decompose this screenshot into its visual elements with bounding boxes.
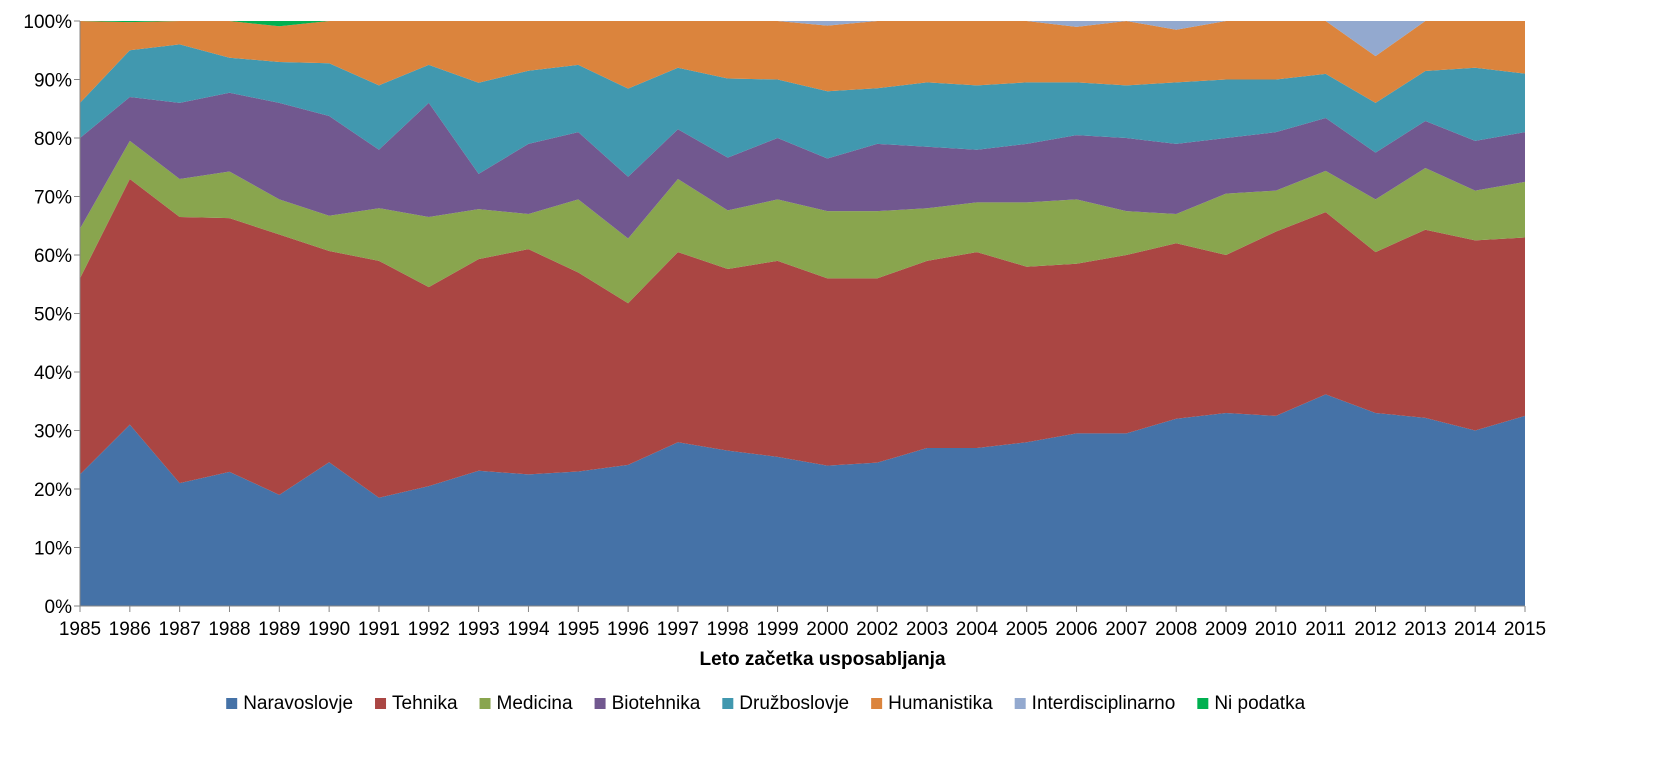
x-tick-label: 2008 xyxy=(1155,619,1197,640)
x-tick-labels: 1985 1986 1987 1988 1989 1990 1991 1992 1993 1994… xyxy=(59,606,1546,640)
x-tick-label: 2007 xyxy=(1105,619,1147,640)
legend-label: Ni podatka xyxy=(1214,693,1305,714)
x-tick-label: 2002 xyxy=(856,619,898,640)
x-tick-label: 1995 xyxy=(557,619,599,640)
legend-swatch xyxy=(722,698,734,709)
x-tick-label: 2014 xyxy=(1454,619,1497,640)
legend: Naravoslovje Tehnika Medicina Biotehnika Dru… xyxy=(226,693,1306,714)
area-tehnika xyxy=(80,178,1525,498)
area-druzboslovje xyxy=(80,44,1525,177)
legend-item: Humanistika xyxy=(871,693,993,714)
x-tick-label: 2009 xyxy=(1205,619,1247,640)
y-tick-labels: 0% 10% 20% 30% 40% 50% 60% 70% 80% 90% 100% xyxy=(23,12,80,618)
x-tick-label: 2006 xyxy=(1055,619,1097,640)
x-tick-label: 1990 xyxy=(308,619,350,640)
legend-label: Biotehnika xyxy=(612,693,701,714)
legend-label: Tehnika xyxy=(392,693,458,714)
y-tick-label: 70% xyxy=(34,188,72,209)
x-tick-label: 2015 xyxy=(1504,619,1546,640)
x-tick-label: 1996 xyxy=(607,619,649,640)
y-tick-label: 20% xyxy=(34,480,72,501)
area-biotehnika xyxy=(80,92,1525,239)
x-tick-label: 1985 xyxy=(59,619,101,640)
x-tick-label: 1989 xyxy=(258,619,300,640)
legend-swatch xyxy=(1014,698,1026,709)
legend-item: Naravoslovje xyxy=(226,693,353,714)
x-tick-label: 2004 xyxy=(956,619,999,640)
x-tick-label: 2005 xyxy=(1006,619,1048,640)
x-tick-label: 1998 xyxy=(707,619,749,640)
y-tick-label: 0% xyxy=(45,597,73,618)
y-tick-label: 100% xyxy=(23,12,72,33)
legend-label: Naravoslovje xyxy=(243,693,353,714)
x-tick-label: 1986 xyxy=(109,619,151,640)
y-tick-label: 10% xyxy=(34,539,72,560)
x-tick-label: 2000 xyxy=(806,619,848,640)
area-medicina xyxy=(80,140,1525,304)
x-tick-label: 1999 xyxy=(756,619,798,640)
legend-item: Tehnika xyxy=(375,693,458,714)
x-tick-label: 1987 xyxy=(159,619,201,640)
y-tick-label: 60% xyxy=(34,246,72,267)
legend-swatch xyxy=(871,698,883,709)
area-naravoslovje xyxy=(80,394,1525,606)
legend-swatch xyxy=(594,698,606,709)
x-tick-label: 1997 xyxy=(657,619,699,640)
legend-swatch xyxy=(375,698,387,709)
y-tick-label: 30% xyxy=(34,422,72,443)
y-tick-label: 90% xyxy=(34,71,72,92)
legend-item: Družboslovje xyxy=(722,693,849,714)
legend-item: Biotehnika xyxy=(594,693,701,714)
area-series-group xyxy=(80,21,1525,606)
y-tick-label: 50% xyxy=(34,305,72,326)
x-tick-label: 2003 xyxy=(906,619,948,640)
y-tick-label: 40% xyxy=(34,363,72,384)
x-tick-label: 1993 xyxy=(457,619,499,640)
legend-label: Humanistika xyxy=(888,693,993,714)
x-tick-label: 2011 xyxy=(1305,619,1346,640)
x-tick-label: 1991 xyxy=(358,619,400,640)
x-tick-label: 2012 xyxy=(1354,619,1396,640)
legend-swatch xyxy=(1197,698,1209,709)
x-tick-label: 1988 xyxy=(208,619,250,640)
legend-item: Ni podatka xyxy=(1197,693,1306,714)
x-tick-label: 1994 xyxy=(507,619,550,640)
legend-item: Medicina xyxy=(479,693,573,714)
x-tick-label: 2010 xyxy=(1255,619,1297,640)
legend-label: Interdisciplinarno xyxy=(1032,693,1176,714)
x-axis-title: Leto začetka usposabljanja xyxy=(699,649,945,670)
x-tick-label: 1992 xyxy=(408,619,450,640)
x-tick-label: 2013 xyxy=(1404,619,1446,640)
legend-swatch xyxy=(479,698,491,709)
legend-label: Medicina xyxy=(497,693,573,714)
legend-swatch xyxy=(226,698,238,709)
area-humanistika xyxy=(80,21,1525,103)
y-tick-label: 80% xyxy=(34,129,72,150)
legend-label: Družboslovje xyxy=(739,693,849,714)
legend-item: Interdisciplinarno xyxy=(1014,693,1176,714)
area-interdisciplinarno xyxy=(80,21,1525,57)
